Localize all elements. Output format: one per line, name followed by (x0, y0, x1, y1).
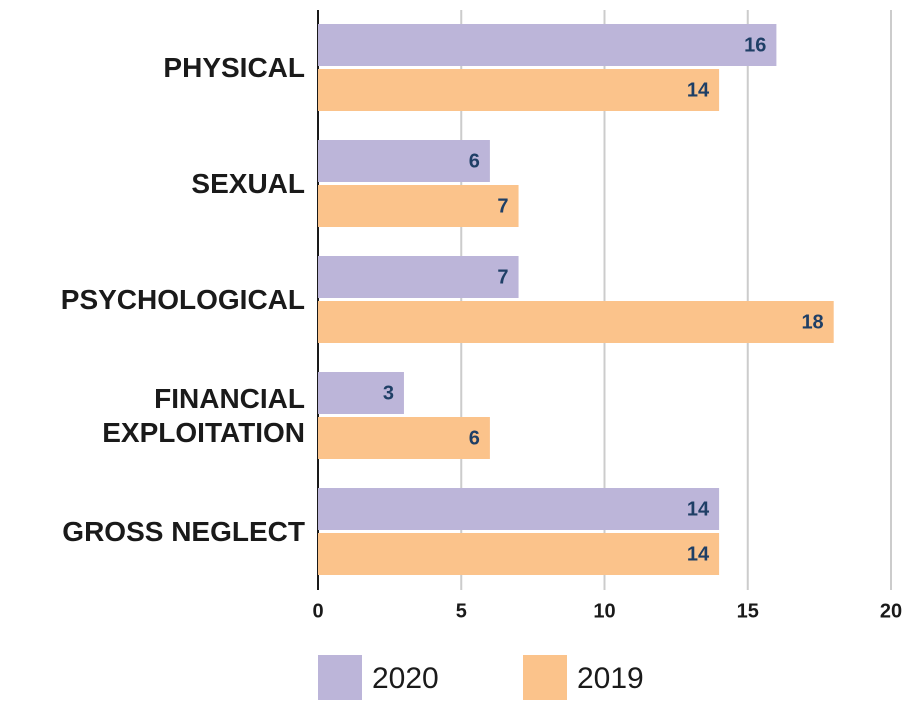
bar (318, 256, 519, 298)
x-tick-label: 5 (456, 600, 467, 622)
x-tick-label: 15 (737, 600, 759, 622)
category-label: SEXUAL (191, 168, 305, 199)
value-label: 7 (497, 266, 508, 288)
legend-label: 2020 (372, 662, 439, 695)
bar (318, 24, 777, 66)
category-label: GROSS NEGLECT (62, 516, 305, 547)
legend-label: 2019 (577, 662, 644, 695)
legend-swatch (318, 655, 362, 700)
bar (318, 533, 720, 575)
value-label: 16 (744, 34, 766, 56)
category-label: PHYSICAL (163, 52, 305, 83)
category-label: PSYCHOLOGICAL (60, 284, 305, 315)
bar (318, 140, 490, 182)
bar (318, 417, 490, 459)
value-label: 6 (469, 427, 480, 449)
x-tick-label: 10 (593, 600, 615, 622)
value-label: 14 (687, 498, 710, 520)
value-label: 18 (801, 311, 823, 333)
value-label: 6 (469, 150, 480, 172)
value-label: 7 (497, 195, 508, 217)
x-tick-label: 20 (880, 600, 902, 622)
bar (318, 185, 519, 227)
value-label: 3 (383, 382, 394, 404)
legend-swatch (523, 655, 567, 700)
bar (318, 69, 720, 111)
category-label: FINANCIAL EXPLOITATION (102, 383, 305, 448)
value-label: 14 (687, 79, 710, 101)
bar (318, 301, 834, 343)
bar (318, 488, 720, 530)
bar (318, 372, 404, 414)
x-tick-label: 0 (312, 600, 323, 622)
value-label: 14 (687, 543, 710, 565)
